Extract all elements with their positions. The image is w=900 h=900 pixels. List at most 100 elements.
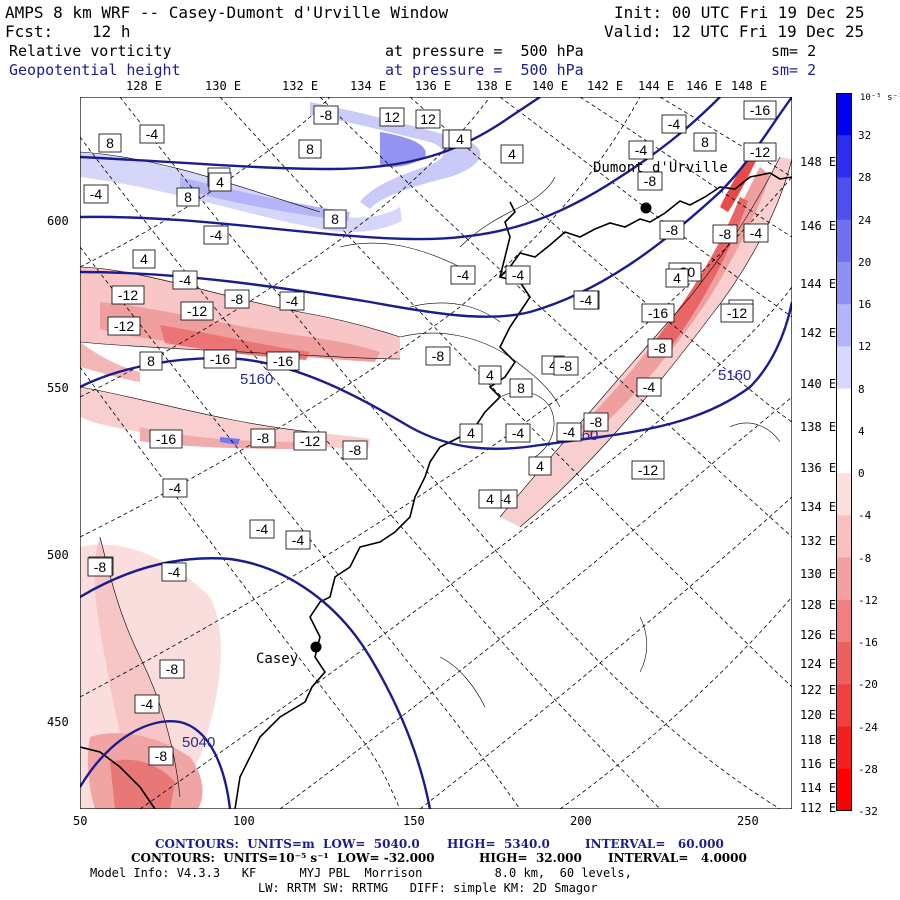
- field-2-pressure: at pressure = 500 hPa: [385, 63, 584, 78]
- colorbar-label: 28: [858, 171, 871, 184]
- vorticity-label: -4: [210, 227, 223, 243]
- colorbar-label: 24: [858, 214, 871, 227]
- vorticity-label: -16: [273, 353, 293, 369]
- vorticity-label: 4: [467, 425, 475, 441]
- colorbar-cell: [836, 431, 852, 474]
- vorticity-label: -8: [432, 348, 445, 364]
- vorticity-label: -4: [286, 293, 299, 309]
- vorticity-label: -12: [118, 287, 138, 303]
- colorbar-cell: [836, 389, 852, 432]
- vorticity-label: -4: [256, 521, 269, 537]
- colorbar-cell: [836, 558, 852, 601]
- lat-label: 114 E: [800, 781, 836, 795]
- colorbar-cell: [836, 93, 852, 136]
- vorticity-label: 12: [420, 111, 436, 127]
- vorticity-label: 8: [517, 380, 525, 396]
- map-panel: 5160 5160 5160 5040 Dumont d'Urville Cas…: [80, 97, 792, 809]
- vorticity-label: -8: [654, 340, 667, 356]
- colorbar-cell: [836, 600, 852, 643]
- lat-label: 138 E: [800, 420, 836, 434]
- lon-label: 130 E: [205, 80, 241, 92]
- vorticity-label: -4: [141, 696, 154, 712]
- vorticity-label: -16: [210, 351, 230, 367]
- footer-height-high: HIGH= 5340.0: [447, 838, 550, 850]
- vorticity-label: 8: [331, 211, 339, 227]
- footer-model-info: Model Info: V4.3.3 KF MYJ PBL Morrison 8…: [90, 867, 632, 879]
- lon-label: 136 E: [415, 80, 451, 92]
- colorbar-label: 32: [858, 129, 871, 142]
- vorticity-label: -12: [638, 462, 658, 478]
- lat-label: 116 E: [800, 757, 836, 771]
- vorticity-label: 8: [106, 135, 114, 151]
- footer-height-interval: INTERVAL= 60.000: [585, 838, 724, 850]
- field-2-smoothing: sm= 2: [771, 63, 816, 78]
- vorticity-label: -16: [648, 305, 668, 321]
- colorbar-cell: [836, 135, 852, 178]
- lon-label: 142 E: [587, 80, 623, 92]
- lat-label: 146 E: [800, 219, 836, 233]
- vorticity-label: -8: [155, 748, 168, 764]
- vorticity-label: -4: [643, 379, 656, 395]
- lat-label: 120 E: [800, 708, 836, 722]
- vorticity-label: -16: [156, 431, 176, 447]
- colorbar-label: -32: [858, 805, 878, 818]
- colorbar-label: 20: [858, 256, 871, 269]
- vorticity-label: 4: [508, 146, 516, 162]
- vorticity-label: 12: [384, 109, 400, 125]
- vorticity-label: -4: [179, 272, 192, 288]
- field-1-smoothing: sm= 2: [771, 44, 816, 59]
- colorbar-label: -20: [858, 678, 878, 691]
- lat-label: 126 E: [800, 628, 836, 642]
- vorticity-label: 8: [306, 141, 314, 157]
- vorticity-label: -8: [349, 442, 362, 458]
- x-tick-label: 100: [233, 815, 255, 827]
- vorticity-label: -8: [590, 414, 603, 430]
- colorbar-label: -8: [858, 552, 871, 565]
- vorticity-label: 8: [184, 189, 192, 205]
- colorbar-label: -28: [858, 763, 878, 776]
- colorbar-cell: [836, 177, 852, 220]
- dumont-durville-station-marker: [641, 203, 652, 214]
- footer-height-contours: CONTOURS: UNITS=m LOW= 5040.0: [155, 838, 420, 850]
- x-tick-label: 50: [73, 815, 87, 827]
- field-1-name: Relative vorticity: [9, 44, 172, 59]
- colorbar-cell: [836, 304, 852, 347]
- y-tick-label: 550: [47, 382, 69, 394]
- vorticity-label: -8: [644, 173, 657, 189]
- x-tick-label: 150: [403, 815, 425, 827]
- colorbar-label: 12: [858, 340, 871, 353]
- colorbar-cell: [836, 220, 852, 263]
- vorticity-label: -8: [94, 559, 107, 575]
- vorticity-label: -4: [168, 564, 181, 580]
- colorbar-label: -24: [858, 721, 878, 734]
- vorticity-label: -12: [727, 305, 747, 321]
- vorticity-label: 8: [147, 353, 155, 369]
- lat-label: 140 E: [800, 377, 836, 391]
- footer-vorticity-interval: INTERVAL= 4.0000: [608, 852, 747, 864]
- height-label: 5040: [182, 734, 215, 751]
- lat-label: 130 E: [800, 567, 836, 581]
- vorticity-label: -4: [90, 186, 103, 202]
- y-tick-label: 600: [47, 215, 69, 227]
- colorbar-cell: [836, 262, 852, 305]
- lon-label: 144 E: [638, 80, 674, 92]
- lat-label: 144 E: [800, 277, 836, 291]
- lat-label: 128 E: [800, 598, 836, 612]
- colorbar-cell: [836, 727, 852, 770]
- lon-label: 134 E: [350, 80, 386, 92]
- colorbar-cell: [836, 346, 852, 389]
- height-label: 5160: [718, 367, 751, 384]
- vorticity-label: -12: [300, 433, 320, 449]
- lat-label: 134 E: [800, 500, 836, 514]
- lon-label: 138 E: [476, 80, 512, 92]
- vorticity-label: -8: [231, 291, 244, 307]
- vorticity-label: 4: [673, 270, 681, 286]
- lat-label: 122 E: [800, 683, 836, 697]
- colorbar-label: -12: [858, 594, 878, 607]
- vorticity-label: -4: [146, 126, 159, 142]
- vorticity-label: -12: [187, 303, 207, 319]
- casey-station-marker: [311, 642, 322, 653]
- lat-label: 132 E: [800, 534, 836, 548]
- colorbar: [836, 93, 852, 811]
- colorbar-cell: [836, 515, 852, 558]
